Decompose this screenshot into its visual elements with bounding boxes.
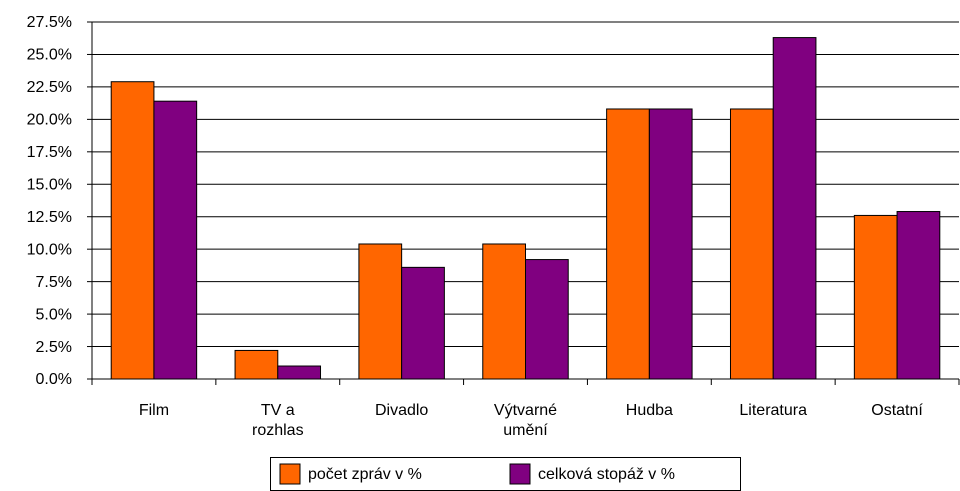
bar [234,349,279,380]
x-tick-label: TV a rozhlas [251,402,304,439]
y-tick-label: 15.0% [27,176,72,193]
x-tick-label: Výtvarné umění [493,402,558,439]
x-tick-label: Divadlo [374,402,429,419]
y-tick-label: 2.5% [36,339,72,356]
y-tick-label: 7.5% [36,274,72,291]
bar [729,108,774,380]
x-tick-label: Film [138,402,170,419]
legend-swatch [279,463,301,485]
legend-box [270,457,741,491]
bar [110,81,155,380]
bar [648,108,693,380]
bar [606,108,650,380]
bar [277,365,322,380]
y-tick-label: 25.0% [27,47,72,64]
legend-label: počet zpráv v % [308,466,422,483]
bar [358,243,403,380]
y-tick-label: 22.5% [27,79,72,96]
legend-swatch [509,463,531,485]
x-tick-label: Ostatní [871,402,923,419]
y-tick-label: 17.5% [27,144,72,161]
y-tick-label: 12.5% [27,209,72,226]
y-tick-label: 0.0% [36,371,72,388]
x-tick-label: Hudba [625,402,673,419]
bar [853,214,898,380]
bar [401,266,445,380]
y-tick-label: 5.0% [36,306,72,323]
bar [896,211,941,380]
bar [482,243,526,380]
bar [772,37,817,380]
bar [153,100,198,380]
y-tick-label: 10.0% [27,241,72,258]
legend-label: celková stopáž v % [538,466,675,483]
y-tick-label: 20.0% [27,112,72,129]
x-tick-label: Literatura [739,402,807,419]
y-tick-label: 27.5% [27,14,72,31]
bar [525,259,569,380]
